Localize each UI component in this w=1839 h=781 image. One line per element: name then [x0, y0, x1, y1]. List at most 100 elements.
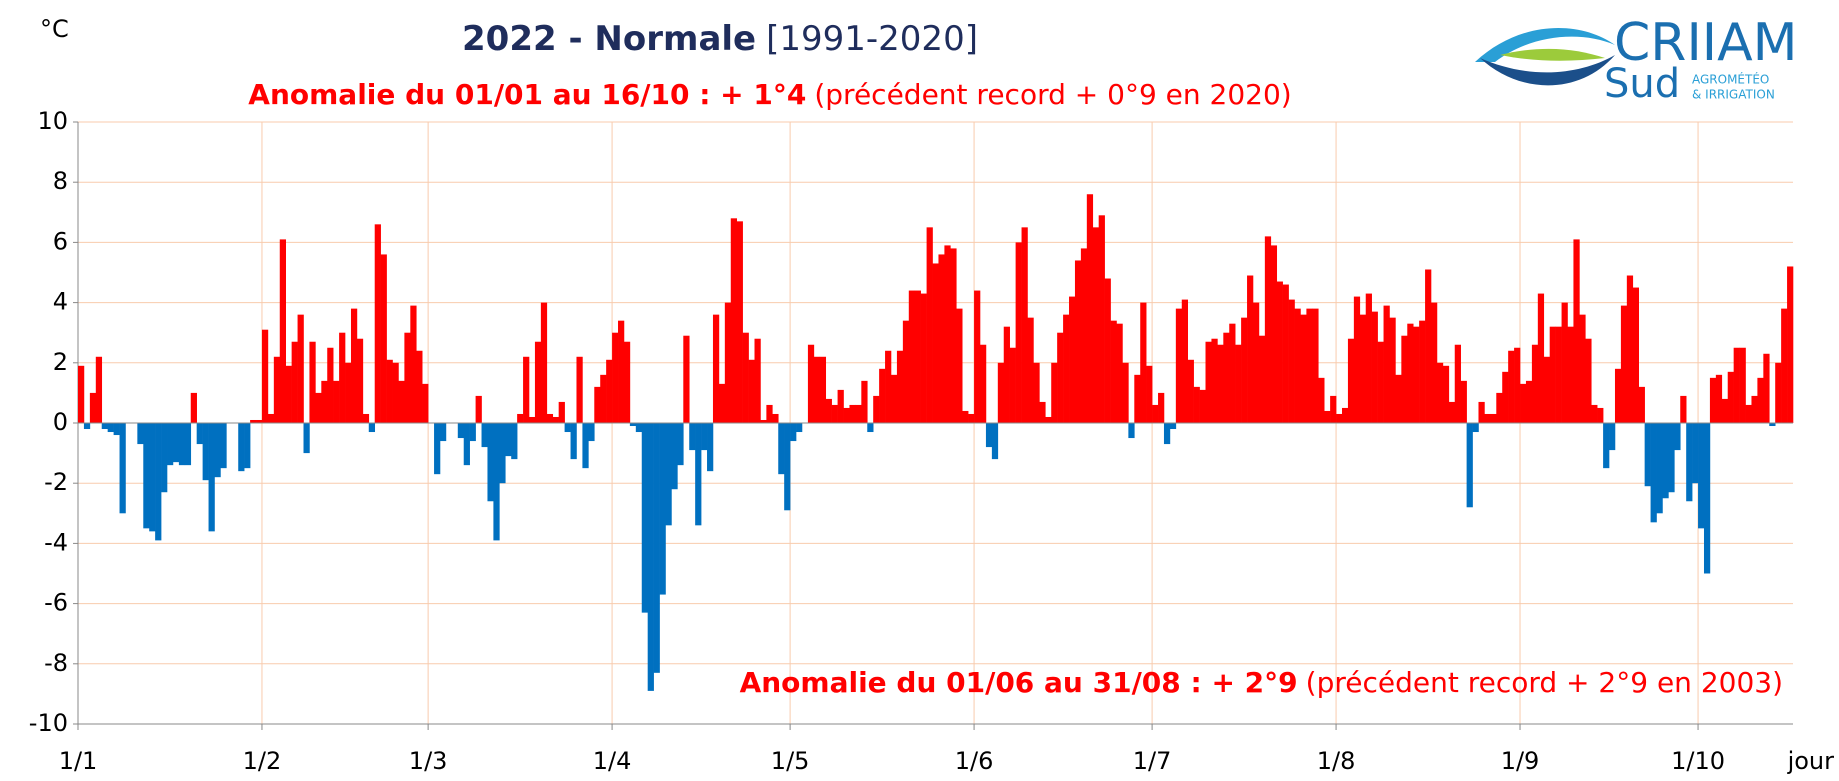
bar — [1383, 305, 1390, 423]
bar — [1015, 242, 1022, 423]
bar — [1585, 338, 1592, 423]
bar — [950, 248, 957, 423]
bar — [1347, 338, 1355, 423]
bar — [113, 423, 120, 436]
bar — [576, 356, 583, 423]
bar — [991, 423, 999, 460]
bar — [1288, 299, 1295, 423]
bar — [1407, 323, 1414, 423]
bar — [333, 380, 340, 423]
bar — [796, 423, 803, 433]
bar — [1021, 227, 1028, 423]
bar — [487, 423, 494, 502]
bar — [1205, 341, 1212, 423]
bar — [149, 423, 156, 532]
bar — [813, 356, 821, 423]
bar — [1264, 236, 1272, 423]
bar — [843, 407, 850, 423]
bar — [1336, 413, 1343, 423]
bar — [1579, 314, 1586, 423]
bar — [1098, 215, 1105, 423]
bar — [873, 395, 880, 423]
bar — [1051, 362, 1058, 423]
bar — [606, 359, 613, 423]
bar — [985, 423, 993, 448]
bar — [350, 308, 358, 423]
bar — [1276, 281, 1283, 423]
bar — [742, 332, 749, 423]
bar — [261, 329, 269, 423]
logo-name: CRIIAM — [1614, 13, 1798, 73]
bar — [1531, 344, 1539, 423]
y-unit: °C — [40, 15, 69, 43]
bar — [1662, 423, 1669, 499]
y-tick-label: -4 — [44, 528, 68, 556]
bar — [1092, 227, 1099, 423]
bar — [1561, 302, 1568, 423]
bar — [238, 423, 245, 472]
bar — [540, 302, 548, 423]
x-axis-label: jour — [1787, 747, 1835, 775]
y-tick-label: 2 — [53, 348, 68, 376]
bar — [974, 290, 981, 423]
y-tick-label: -6 — [44, 589, 68, 617]
bar — [339, 332, 346, 423]
bar — [760, 419, 767, 423]
bar — [256, 419, 263, 423]
bar — [855, 404, 862, 423]
bar — [552, 416, 559, 423]
bar — [1597, 407, 1604, 423]
bar — [582, 423, 589, 469]
chart-title: 2022 - Normale [1991-2020] — [462, 19, 978, 59]
bar — [718, 383, 726, 423]
bar — [505, 423, 512, 457]
bar — [1122, 362, 1129, 423]
y-tick-label: -2 — [44, 468, 68, 496]
bar — [89, 392, 97, 423]
bar — [1181, 299, 1189, 423]
bar — [754, 338, 761, 423]
bar — [1745, 404, 1752, 423]
bar — [172, 423, 180, 463]
bar — [250, 419, 257, 423]
bar — [701, 423, 708, 451]
bar — [422, 383, 429, 423]
bar — [267, 413, 275, 423]
bar — [807, 344, 815, 423]
bar — [1686, 423, 1693, 502]
bar — [1371, 311, 1378, 423]
x-tick-label: 1/8 — [1317, 747, 1356, 775]
bar — [1496, 392, 1503, 423]
bar — [790, 423, 797, 442]
bar — [1063, 314, 1070, 423]
bar — [1680, 395, 1687, 423]
bar — [374, 224, 381, 423]
bar — [1460, 380, 1467, 423]
title-period: [1991-2020] — [766, 19, 978, 59]
bar — [1241, 317, 1248, 423]
bar — [137, 423, 144, 445]
bar — [1389, 317, 1396, 423]
bar — [564, 423, 571, 433]
y-tick-label: 10 — [37, 107, 68, 135]
x-tick-label: 1/5 — [771, 747, 810, 775]
x-tick-label: 1/10 — [1671, 747, 1725, 775]
bar — [244, 423, 251, 469]
bar — [327, 347, 334, 423]
bar — [1235, 344, 1242, 423]
bar — [1146, 365, 1153, 423]
bar — [83, 423, 91, 430]
bar — [885, 350, 892, 423]
bar — [1514, 347, 1521, 423]
bar — [499, 423, 506, 484]
bar — [208, 423, 215, 532]
bar — [511, 423, 518, 460]
bar — [1312, 308, 1319, 423]
bar — [1341, 407, 1349, 423]
bar — [398, 380, 405, 423]
bar — [416, 350, 423, 423]
bar — [1169, 423, 1177, 430]
bar — [1757, 377, 1764, 423]
bar — [1247, 275, 1254, 423]
bar — [1674, 423, 1681, 451]
